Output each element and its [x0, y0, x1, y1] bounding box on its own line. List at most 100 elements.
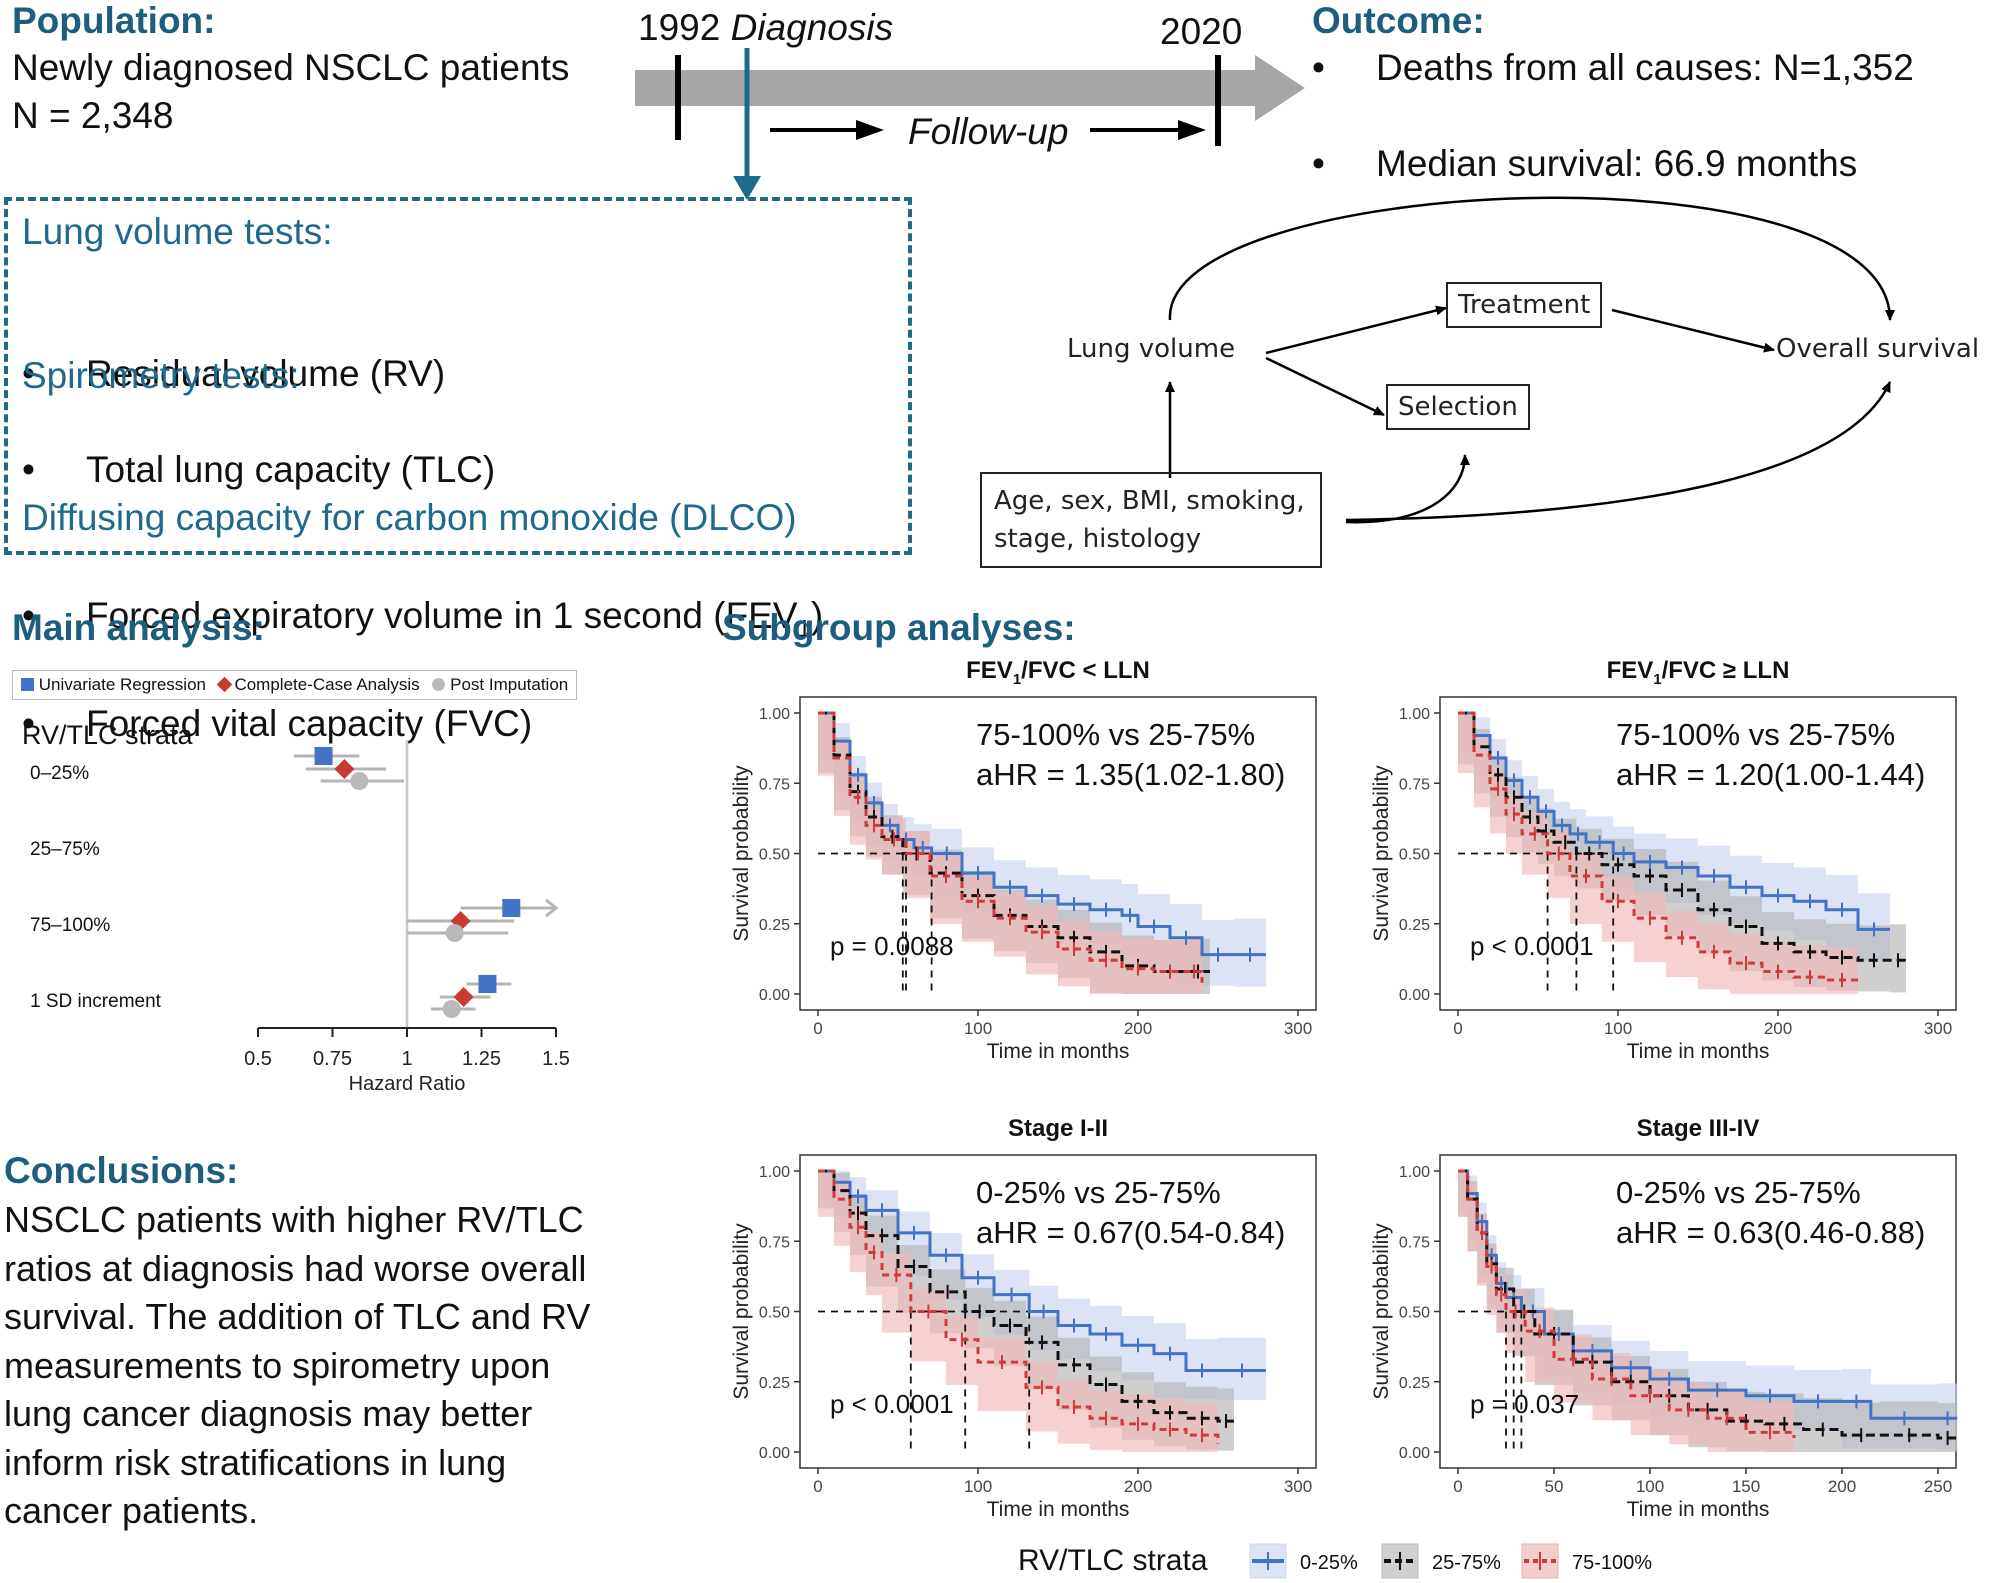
km-confidence-band	[818, 713, 1210, 994]
forest-x-tick-label: 1.25	[462, 1048, 501, 1070]
circle-marker-icon	[432, 678, 446, 691]
km-x-axis-label: Time in months	[1627, 1498, 1770, 1521]
km-y-tick-label: 0.50	[1399, 847, 1430, 864]
km-title: FEV1/FVC < LLN	[966, 657, 1150, 688]
km-y-tick-label: 1.00	[1399, 1164, 1430, 1181]
treatment-to-survival-edge	[1611, 308, 1775, 353]
test-fev1: Forced expiratory volume in 1 second (FE…	[22, 592, 1992, 653]
km-y-tick-label: 1.00	[1399, 706, 1430, 723]
timeline-end-year: 2020	[1160, 11, 1243, 52]
km-confidence-band	[818, 713, 1202, 994]
km-y-tick-label: 0.00	[1399, 987, 1430, 1004]
main-analysis-heading: Main analysis:	[12, 607, 265, 648]
km-y-tick-label: 0.75	[759, 1234, 790, 1251]
km-title: FEV1/FVC ≥ LLN	[1607, 657, 1790, 688]
outcome-median-survival: Median survival: 66.9 months	[1312, 140, 1992, 188]
dag-confounders: Age, sex, BMI, smoking, stage, histology	[980, 472, 1322, 568]
causal-diagram	[1165, 196, 1895, 524]
km-y-axis-label: Survival probability	[1370, 765, 1393, 942]
dag-selection: Selection	[1386, 384, 1530, 430]
km-y-axis-label: Survival probability	[1370, 1223, 1393, 1400]
km-y-tick-label: 0.25	[1399, 917, 1430, 934]
km-curve-75-100%	[818, 1169, 1220, 1444]
km-legend-item-0-25: 0-25%	[1300, 1552, 1358, 1574]
lung-volume-heading: Lung volume tests:	[22, 211, 333, 252]
forest-point-univariate	[478, 975, 497, 993]
km-ahr-label: aHR = 0.63(0.46-0.88)	[1616, 1215, 1925, 1250]
forest-plot: 0–25% 25–75% 75–100% 1 SD increment 0.5 0.75 1…	[30, 740, 570, 1095]
km-pvalue-label: p < 0.0001	[830, 1389, 954, 1419]
km-x-tick-label: 200	[1828, 1477, 1856, 1496]
km-x-tick-label: 200	[1764, 1019, 1792, 1038]
km-legend-item-25-75: 25-75%	[1432, 1552, 1501, 1574]
timeline-start: 1992 Diagnosis	[638, 4, 893, 52]
km-curve-25-75%	[818, 1169, 1234, 1423]
km-comparison-label: 0-25% vs 25-75%	[976, 1175, 1221, 1210]
square-marker-icon	[21, 678, 34, 691]
km-plot-fev1fvc-low: FEV1/FVC < LLN 0.00 0.25 0.50 0.75 1.00 0 100 20…	[730, 657, 1317, 1063]
km-x-tick-label: 100	[1604, 1019, 1632, 1038]
km-legend: RV/TLC strata	[1018, 1544, 1208, 1578]
km-x-tick-label: 0	[813, 1477, 822, 1496]
km-plot-stage-iii-iv: Stage III-IV 0.00 0.25 0.50 0.75 1.00 0 50 100 15…	[1370, 1115, 1958, 1521]
km-confidence-band	[818, 1171, 1266, 1401]
km-x-tick-label: 250	[1924, 1477, 1952, 1496]
km-y-tick-label: 0.50	[759, 1305, 790, 1322]
dag-lung-volume: Lung volume	[1067, 334, 1236, 364]
km-curve-0-25%	[818, 1169, 1266, 1373]
km-comparison-label: 75-100% vs 25-75%	[1616, 717, 1895, 752]
km-y-axis-label: Survival probability	[730, 1223, 753, 1400]
test-fvc: Forced vital capacity (FVC)	[22, 700, 1992, 748]
dag-overall-survival: Overall survival	[1776, 334, 1980, 364]
km-x-tick-label: 0	[813, 1019, 822, 1038]
forest-point-complete-case	[334, 759, 355, 779]
forest-category-label: 1 SD increment	[30, 991, 162, 1012]
km-title: Stage III-IV	[1637, 1115, 1760, 1142]
km-y-tick-label: 0.50	[1399, 1305, 1430, 1322]
forest-legend: Univariate Regression Complete-Case Anal…	[12, 670, 578, 700]
forest-category-label: 0–25%	[30, 763, 89, 784]
outcome-heading: Outcome:	[1312, 0, 1485, 41]
diagnosis-arrowhead	[733, 176, 761, 200]
km-y-tick-label: 0.25	[1399, 1375, 1430, 1392]
km-y-tick-label: 1.00	[759, 706, 790, 723]
forest-point-imputation	[442, 1000, 461, 1018]
km-y-tick-label: 0.00	[1399, 1445, 1430, 1462]
km-confidence-band	[1458, 713, 1890, 962]
km-curve-0-25%	[1458, 711, 1890, 931]
km-x-tick-label: 50	[1545, 1477, 1564, 1496]
forest-point-univariate	[502, 899, 521, 917]
forest-ci-arrow	[545, 898, 559, 918]
km-x-tick-label: 200	[1124, 1019, 1152, 1038]
population-heading: Population:	[12, 0, 216, 41]
km-y-tick-label: 0.25	[759, 1375, 790, 1392]
conclusions-heading: Conclusions:	[4, 1150, 239, 1191]
test-dlco: Diffusing capacity for carbon monoxide (…	[22, 497, 797, 538]
forest-point-univariate	[314, 747, 333, 765]
km-ahr-label: aHR = 1.35(1.02-1.80)	[976, 757, 1285, 792]
subgroup-heading: Subgroup analyses:	[722, 607, 1076, 648]
km-x-tick-label: 200	[1124, 1477, 1152, 1496]
lung-volume-to-treatment-edge	[1265, 305, 1447, 355]
forest-x-tick-label: 1	[401, 1048, 412, 1070]
confounders-to-survival-edge	[1345, 381, 1892, 522]
km-comparison-label: 75-100% vs 25-75%	[976, 717, 1255, 752]
km-x-axis-label: Time in months	[1627, 1040, 1770, 1063]
test-rv: Residual volume (RV)	[22, 350, 1992, 398]
diagnosis-label: Diagnosis	[730, 7, 894, 48]
km-x-tick-label: 300	[1924, 1019, 1952, 1038]
km-confidence-band	[1458, 713, 1906, 993]
km-plot-stage-i-ii: Stage I-II 0.00 0.25 0.50 0.75 1.00 0 100 200 300…	[730, 1115, 1317, 1521]
timeline-arrow	[635, 55, 1305, 121]
start-year: 1992	[638, 7, 721, 48]
km-y-tick-label: 1.00	[759, 1164, 790, 1181]
lung-volume-to-survival-edge	[1168, 196, 1895, 321]
confounders-to-selection-edge	[1345, 454, 1470, 524]
km-legend-title: RV/TLC strata	[1018, 1544, 1208, 1577]
km-ahr-label: aHR = 1.20(1.00-1.44)	[1616, 757, 1925, 792]
population-description: Newly diagnosed NSCLC patients	[12, 47, 570, 88]
km-x-tick-label: 150	[1732, 1477, 1760, 1496]
km-confidence-band	[818, 713, 1266, 987]
outcome-deaths: Deaths from all causes: N=1,352	[1312, 44, 1992, 92]
forest-x-tick-label: 1.5	[542, 1048, 570, 1070]
